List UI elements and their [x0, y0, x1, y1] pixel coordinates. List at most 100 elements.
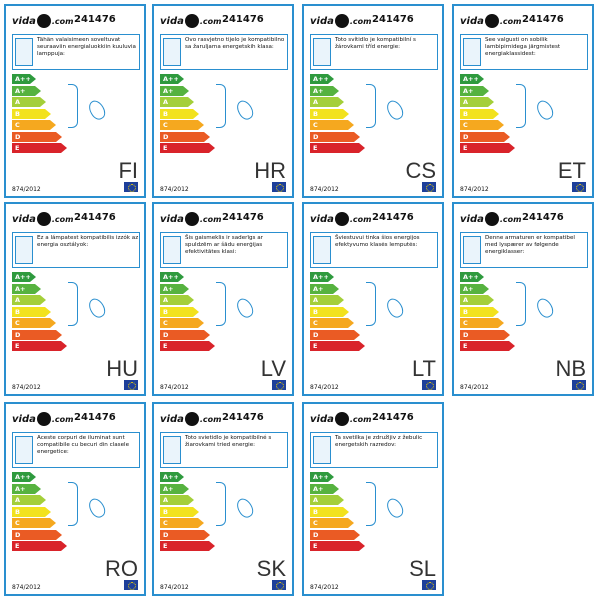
- brand-logo: vida .com: [160, 412, 221, 426]
- brand-suffix: .com: [51, 214, 74, 224]
- compatibility-bracket: [366, 482, 376, 526]
- bulb-icon: [533, 97, 557, 123]
- energy-class-bar: B: [310, 506, 349, 517]
- energy-label-ro: vida .com 241476 Aceste corpuri de iluminat…: [4, 402, 146, 596]
- label-header: vida .com 241476: [12, 208, 142, 230]
- energy-class-arrow: [204, 131, 210, 142]
- brand-suffix: .com: [349, 414, 372, 424]
- description-text: Šis gaismeklis ir saderīgs ar spuldzēm a…: [185, 235, 263, 255]
- product-code: 241476: [372, 212, 414, 223]
- energy-class-arrow: [183, 483, 189, 494]
- energy-class-arrow: [56, 329, 62, 340]
- brand-suffix: .com: [349, 16, 372, 26]
- eu-flag-icon: [422, 580, 436, 590]
- energy-class-bar: C: [160, 518, 204, 528]
- language-code: LT: [411, 356, 436, 381]
- brand-name: vida: [460, 213, 484, 225]
- eu-flag-icon: [124, 380, 138, 390]
- energy-class-bar: A: [310, 495, 344, 505]
- energy-class-bar: C: [12, 318, 56, 328]
- energy-label-cs: vida .com 241476 Toto svítidlo je kompatibi…: [302, 4, 444, 198]
- bulb-icon: [85, 495, 109, 521]
- description-text: Toto svietidlo je kompatibilné s žiarovk…: [185, 435, 272, 448]
- compatibility-bracket: [516, 282, 526, 326]
- energy-class-bar: B: [160, 306, 199, 317]
- energy-class-arrow: [183, 283, 189, 294]
- energy-class-bar: B: [460, 306, 499, 317]
- energy-class-arrow: [338, 295, 344, 305]
- brand-logo: vida .com: [12, 14, 73, 28]
- energy-class-arrow: [328, 74, 334, 84]
- language-code: FI: [118, 158, 138, 183]
- energy-class-arrow: [209, 341, 215, 351]
- energy-class-bar: A++: [160, 472, 184, 482]
- lamp-icon: [15, 38, 33, 66]
- energy-class-arrow: [178, 74, 184, 84]
- energy-class-arrow: [40, 295, 46, 305]
- energy-class-bar: A: [160, 295, 194, 305]
- energy-class-arrow: [198, 318, 204, 328]
- energy-class-bar: D: [12, 131, 62, 142]
- brand-name: vida: [12, 15, 36, 27]
- lamp-icon: [463, 236, 481, 264]
- label-header: vida .com 241476: [460, 208, 590, 230]
- product-code: 241476: [372, 14, 414, 25]
- energy-class-bar: C: [310, 120, 354, 130]
- energy-class-arrow: [348, 120, 354, 130]
- energy-class-scale: A++ A+ A B C D E: [160, 272, 220, 353]
- label-header: vida .com 241476: [12, 10, 142, 32]
- energy-class-bar: D: [310, 529, 360, 540]
- language-code: HU: [106, 356, 138, 381]
- product-code: 241476: [222, 212, 264, 223]
- energy-class-bar: B: [160, 506, 199, 517]
- energy-class-bar: A++: [310, 272, 334, 282]
- lamp-icon: [313, 436, 331, 464]
- energy-class-bar: A++: [160, 74, 184, 84]
- energy-label-et: vida .com 241476 See valgusti on sobilik la…: [452, 4, 594, 198]
- energy-class-arrow: [35, 283, 41, 294]
- energy-class-bar: E: [310, 143, 365, 153]
- brand-suffix: .com: [199, 16, 222, 26]
- energy-class-arrow: [483, 85, 489, 96]
- energy-class-bar: E: [310, 341, 365, 351]
- lamp-icon: [163, 38, 181, 66]
- regulation-number: 874/2012: [12, 186, 41, 193]
- energy-class-bar: A+: [160, 283, 189, 294]
- brand-logo: vida .com: [12, 412, 73, 426]
- energy-class-bar: D: [12, 529, 62, 540]
- brand-logo: vida .com: [12, 212, 73, 226]
- description-text: Toto svítidlo je kompatibilní s žárovkam…: [335, 37, 416, 50]
- energy-class-bar: A: [310, 295, 344, 305]
- energy-class-arrow: [504, 131, 510, 142]
- label-header: vida .com 241476: [460, 10, 590, 32]
- energy-class-arrow: [488, 97, 494, 107]
- energy-class-arrow: [328, 272, 334, 282]
- product-code: 241476: [74, 412, 116, 423]
- energy-class-arrow: [56, 131, 62, 142]
- energy-class-arrow: [338, 97, 344, 107]
- product-code: 241476: [222, 412, 264, 423]
- description-box: Šis gaismeklis ir saderīgs ar spuldzēm a…: [160, 232, 288, 268]
- product-code: 241476: [222, 14, 264, 25]
- description-text: Tähän valaisimeen soveltuvat seuraaviin …: [37, 37, 136, 57]
- energy-class-arrow: [348, 518, 354, 528]
- energy-class-arrow: [333, 283, 339, 294]
- energy-class-arrow: [40, 97, 46, 107]
- energy-class-arrow: [193, 306, 199, 317]
- description-text: Denne armaturen er kompatibel med lyspær…: [485, 235, 575, 255]
- brand-name: vida: [12, 213, 36, 225]
- energy-class-bar: A++: [12, 74, 36, 84]
- energy-class-arrow: [478, 272, 484, 282]
- energy-class-arrow: [188, 495, 194, 505]
- energy-class-scale: A++ A+ A B C D E: [12, 472, 72, 553]
- energy-class-arrow: [359, 143, 365, 153]
- energy-class-bar: A+: [310, 283, 339, 294]
- energy-class-arrow: [188, 97, 194, 107]
- energy-class-arrow: [354, 329, 360, 340]
- regulation-number: 874/2012: [460, 384, 489, 391]
- logo-mark-icon: [184, 412, 199, 426]
- eu-flag-icon: [124, 580, 138, 590]
- brand-name: vida: [160, 213, 184, 225]
- energy-class-arrow: [61, 541, 67, 551]
- description-box: Ovo rasvjetno tijelo je kompatibilno sa …: [160, 34, 288, 70]
